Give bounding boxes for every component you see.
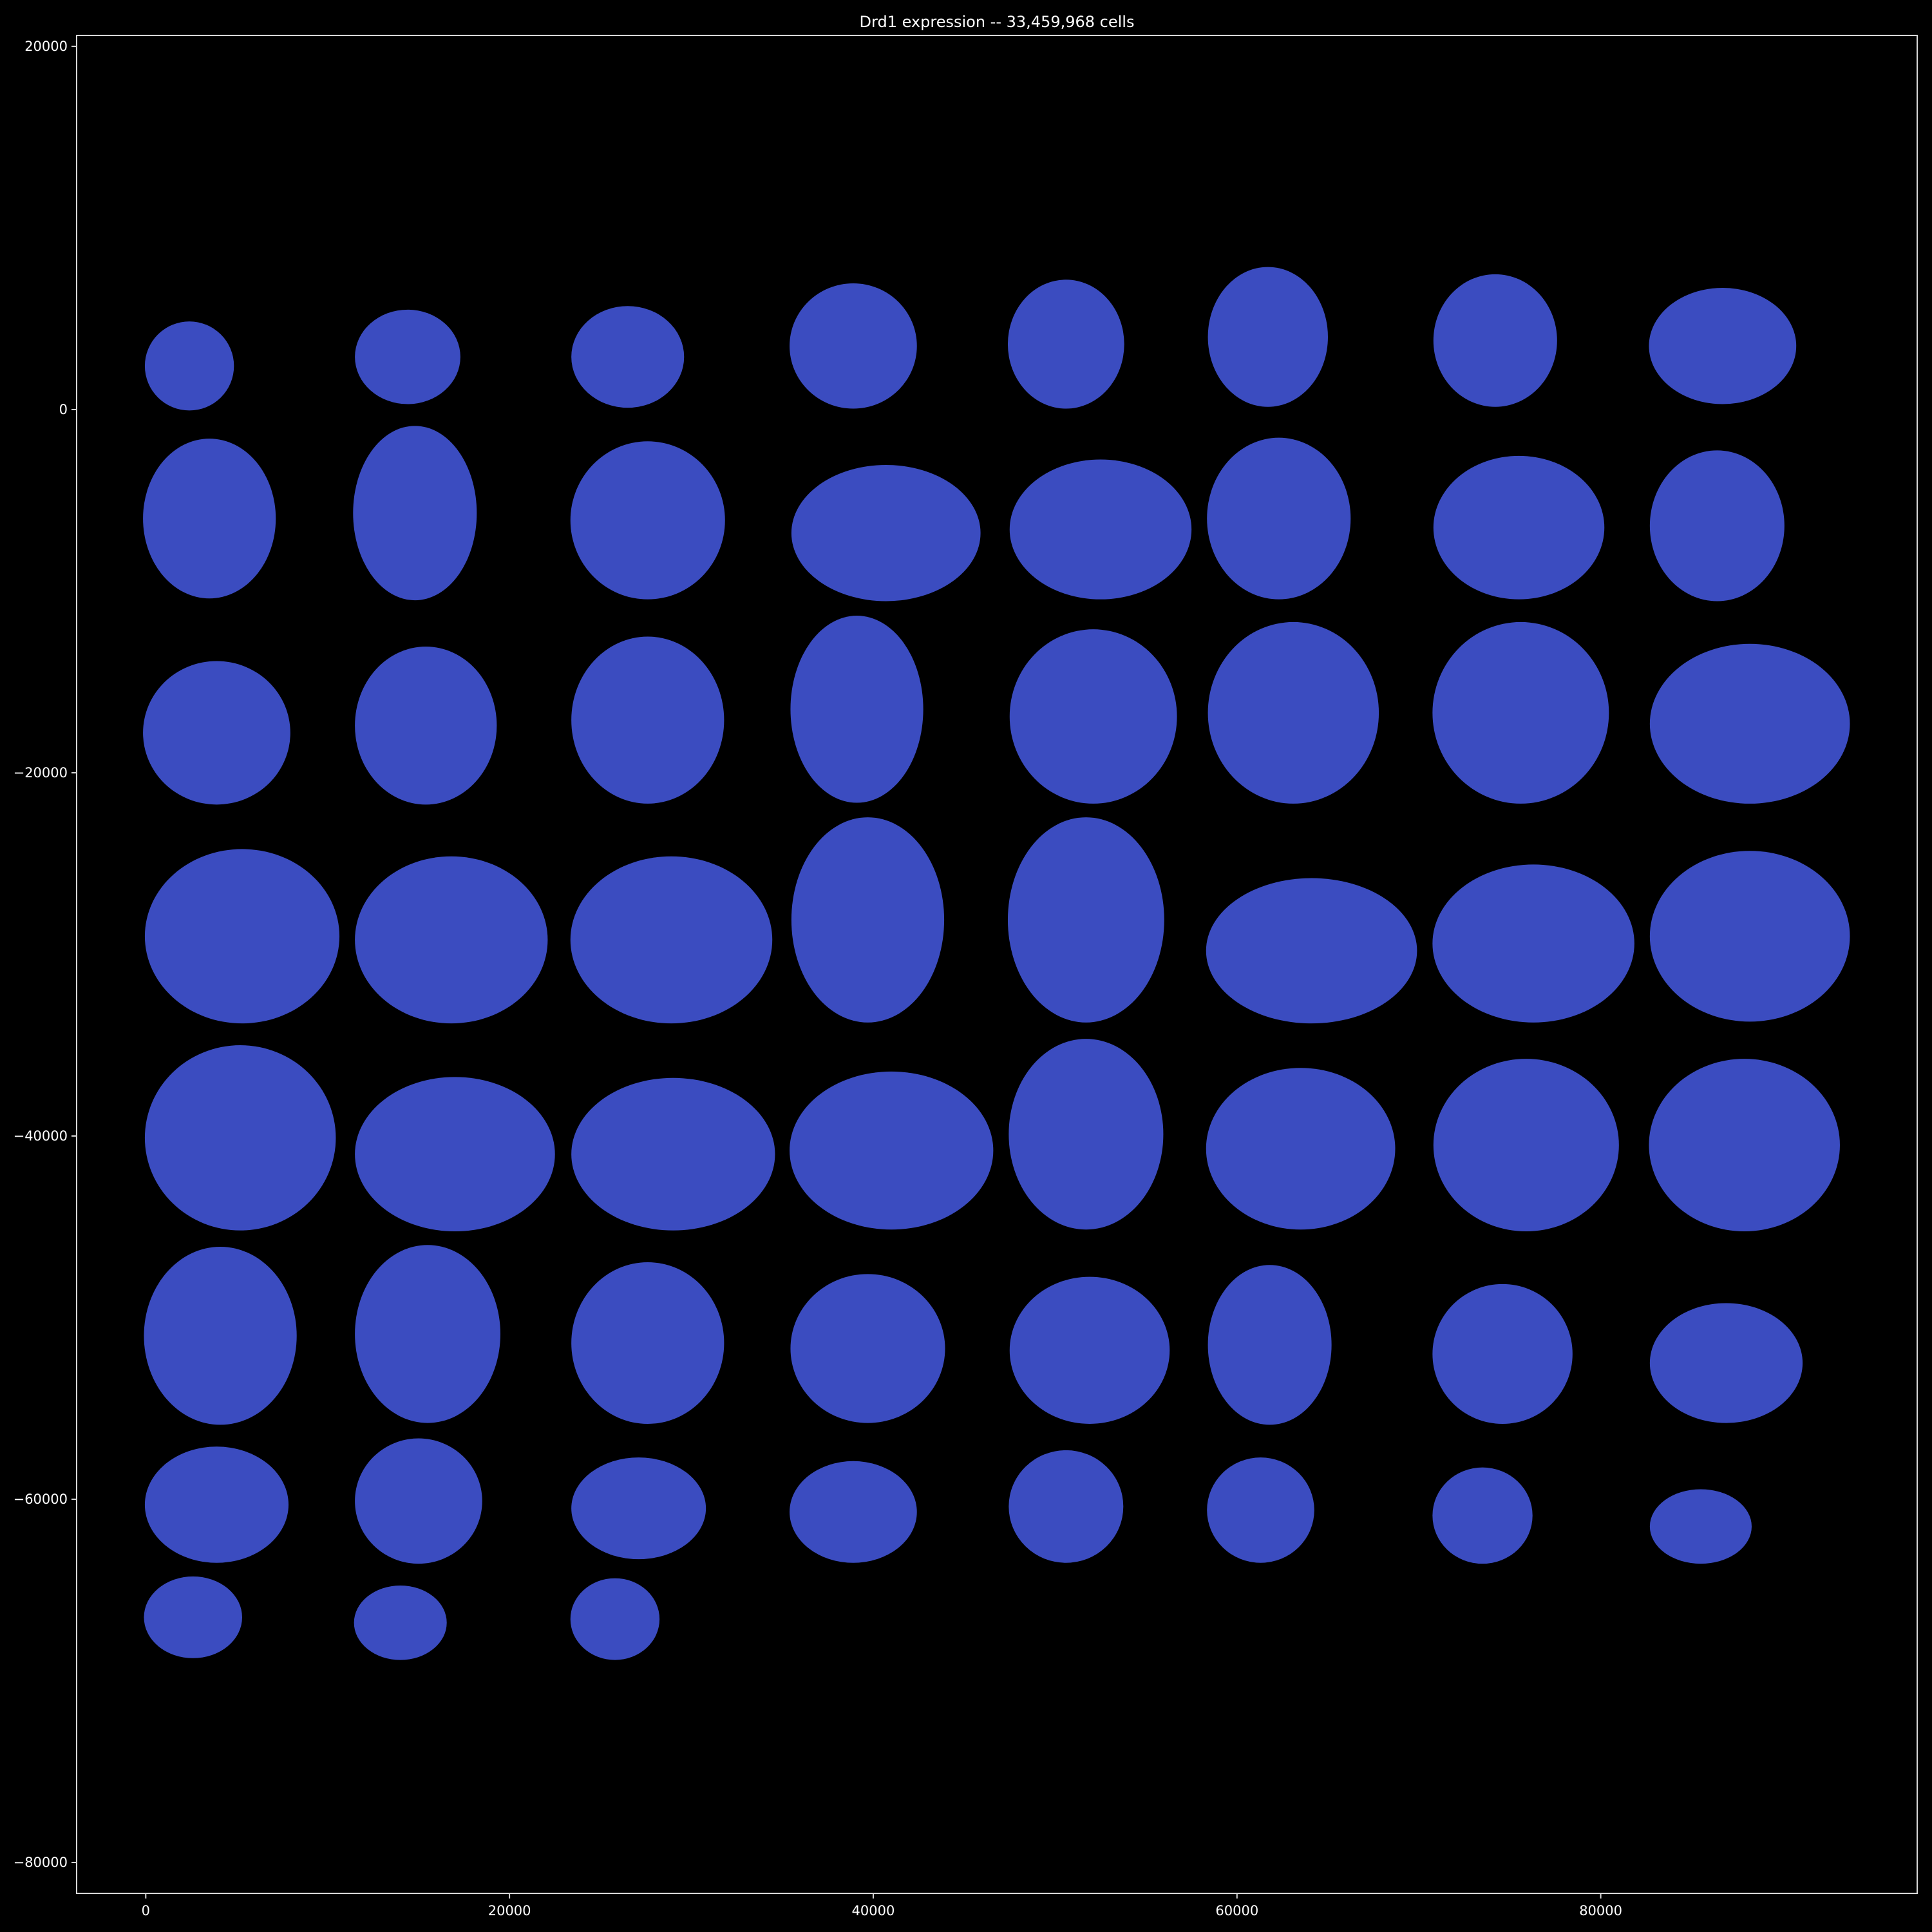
tissue-section-35 (571, 1077, 775, 1231)
tissue-section-42 (355, 1245, 501, 1423)
tissue-section-8 (1649, 287, 1797, 404)
tissue-section-14 (1207, 437, 1351, 600)
tissue-section-4 (790, 283, 917, 409)
tissue-section-57 (144, 1576, 242, 1658)
y-tick-label: −80000 (14, 1855, 68, 1870)
tissue-section-47 (1432, 1283, 1573, 1424)
x-tick-label: 80000 (1579, 1903, 1622, 1918)
axes-frame (76, 35, 1918, 1894)
tissue-section-38 (1206, 1068, 1396, 1230)
y-tick-label: 20000 (24, 39, 68, 54)
tissue-section-37 (1009, 1039, 1164, 1230)
y-tick-label: 0 (59, 402, 68, 417)
tissue-section-22 (1208, 621, 1379, 804)
tissue-section-46 (1208, 1265, 1332, 1425)
tissue-section-26 (355, 856, 548, 1024)
tissue-section-49 (144, 1446, 289, 1563)
x-tick-label: 20000 (488, 1903, 531, 1918)
tissue-section-50 (355, 1438, 482, 1564)
tissue-section-41 (144, 1247, 297, 1425)
y-tick-label: −60000 (14, 1492, 68, 1507)
tissue-section-43 (571, 1262, 724, 1424)
tissue-section-39 (1433, 1059, 1619, 1232)
tissue-section-18 (355, 646, 497, 805)
tissue-section-17 (143, 661, 290, 805)
tissue-section-6 (1208, 267, 1328, 407)
y-tick-label: −40000 (14, 1128, 68, 1144)
tissue-section-16 (1649, 450, 1785, 601)
tissue-section-55 (1432, 1467, 1533, 1564)
tissue-section-54 (1207, 1457, 1314, 1563)
tissue-section-53 (1009, 1450, 1124, 1563)
tissue-section-51 (571, 1457, 706, 1560)
tissue-section-10 (353, 426, 477, 601)
tissue-sections (143, 267, 1850, 1660)
x-tick-label: 40000 (852, 1903, 895, 1918)
tissue-section-25 (144, 849, 340, 1024)
tissue-section-7 (1433, 274, 1557, 407)
tissue-section-56 (1649, 1489, 1752, 1564)
tissue-section-59 (570, 1578, 660, 1660)
tissue-section-32 (1649, 851, 1850, 1022)
tissue-section-11 (570, 441, 725, 600)
x-tick-label: 0 (142, 1903, 150, 1918)
tissue-section-44 (790, 1274, 945, 1423)
tissue-section-33 (144, 1045, 336, 1231)
tissue-section-40 (1649, 1059, 1840, 1232)
tissue-section-13 (1009, 459, 1192, 600)
tissue-section-28 (791, 817, 945, 1023)
tissue-section-15 (1433, 455, 1605, 600)
tissue-section-52 (790, 1461, 917, 1563)
y-axis: 20000 0 −20000 −40000 −60000 −80000 (14, 39, 77, 1870)
tissue-section-20 (790, 616, 923, 803)
tissue-section-34 (355, 1077, 555, 1232)
tissue-section-23 (1432, 621, 1609, 804)
tissue-section-45 (1009, 1276, 1170, 1424)
tissue-section-5 (1007, 279, 1124, 409)
tissue-section-19 (571, 636, 724, 804)
tissue-section-9 (143, 439, 276, 599)
tissue-section-30 (1206, 878, 1417, 1024)
tissue-section-21 (1009, 629, 1177, 804)
tissue-section-24 (1649, 643, 1850, 804)
tissue-section-31 (1432, 864, 1634, 1023)
tissue-section-12 (791, 464, 981, 601)
tissue-section-58 (354, 1585, 447, 1660)
tissue-section-27 (570, 856, 773, 1024)
x-tick-label: 60000 (1215, 1903, 1258, 1918)
tissue-section-3 (571, 306, 685, 408)
tissue-section-48 (1649, 1303, 1803, 1423)
x-axis: 0 20000 40000 60000 80000 (142, 1893, 1622, 1918)
tissue-section-1 (144, 321, 234, 411)
tissue-section-36 (790, 1071, 994, 1230)
tissue-section-29 (1007, 817, 1164, 1023)
y-tick-label: −20000 (14, 765, 68, 781)
chart-title: Drd1 expression -- 33,459,968 cells (860, 13, 1135, 31)
tissue-section-2 (355, 309, 460, 404)
